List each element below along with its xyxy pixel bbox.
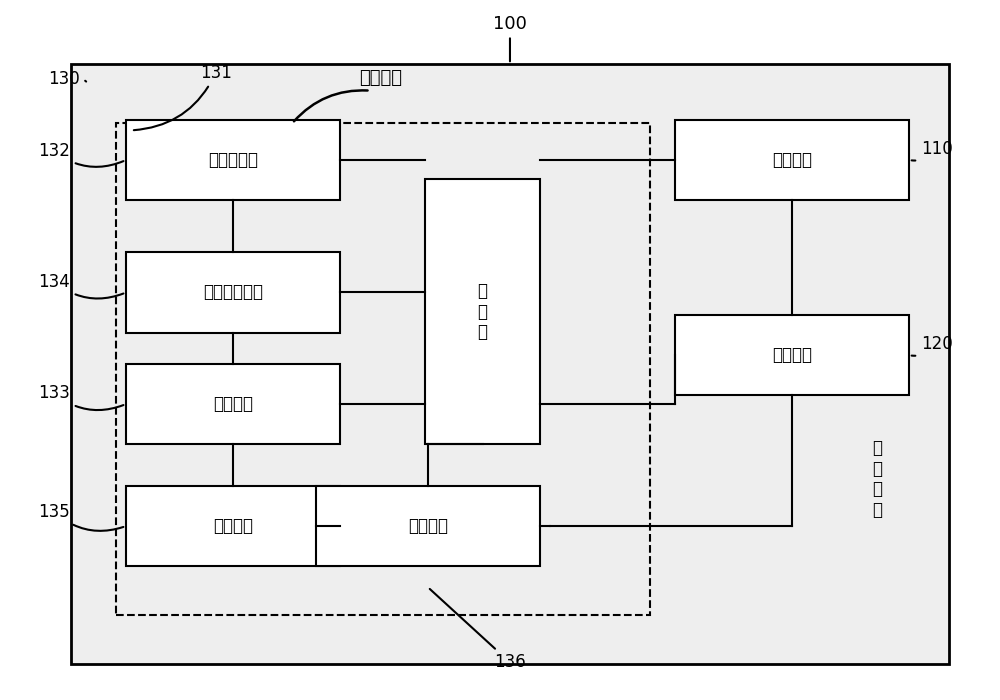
- FancyBboxPatch shape: [116, 123, 650, 615]
- Text: 135: 135: [38, 503, 123, 531]
- FancyBboxPatch shape: [71, 64, 949, 664]
- Text: 120: 120: [912, 335, 953, 356]
- Text: 信
号
输
出: 信 号 输 出: [872, 439, 882, 519]
- Text: 133: 133: [38, 384, 123, 410]
- FancyBboxPatch shape: [126, 253, 340, 332]
- FancyBboxPatch shape: [425, 179, 540, 444]
- FancyBboxPatch shape: [126, 364, 340, 444]
- Text: 缓冲电路: 缓冲电路: [772, 346, 812, 364]
- FancyBboxPatch shape: [675, 120, 909, 200]
- Text: 延迟电路: 延迟电路: [213, 395, 253, 413]
- Text: 100: 100: [493, 15, 527, 62]
- Text: 锁相环电路: 锁相环电路: [208, 151, 258, 169]
- Text: 移动终端: 移动终端: [359, 69, 402, 87]
- FancyBboxPatch shape: [126, 486, 340, 566]
- Text: 136: 136: [430, 589, 526, 671]
- FancyBboxPatch shape: [316, 486, 540, 566]
- Text: 134: 134: [38, 273, 123, 298]
- Text: 控
制
器: 控 制 器: [478, 282, 488, 342]
- Text: 110: 110: [912, 140, 953, 160]
- Text: 开关电路: 开关电路: [408, 517, 448, 535]
- Text: 130: 130: [48, 71, 86, 88]
- Text: 131: 131: [134, 64, 232, 130]
- Text: 驱动电路: 驱动电路: [772, 151, 812, 169]
- FancyBboxPatch shape: [675, 315, 909, 395]
- FancyBboxPatch shape: [126, 120, 340, 200]
- Text: 驱动放大电路: 驱动放大电路: [203, 284, 263, 302]
- Text: 132: 132: [38, 142, 123, 167]
- Text: 滤波电路: 滤波电路: [213, 517, 253, 535]
